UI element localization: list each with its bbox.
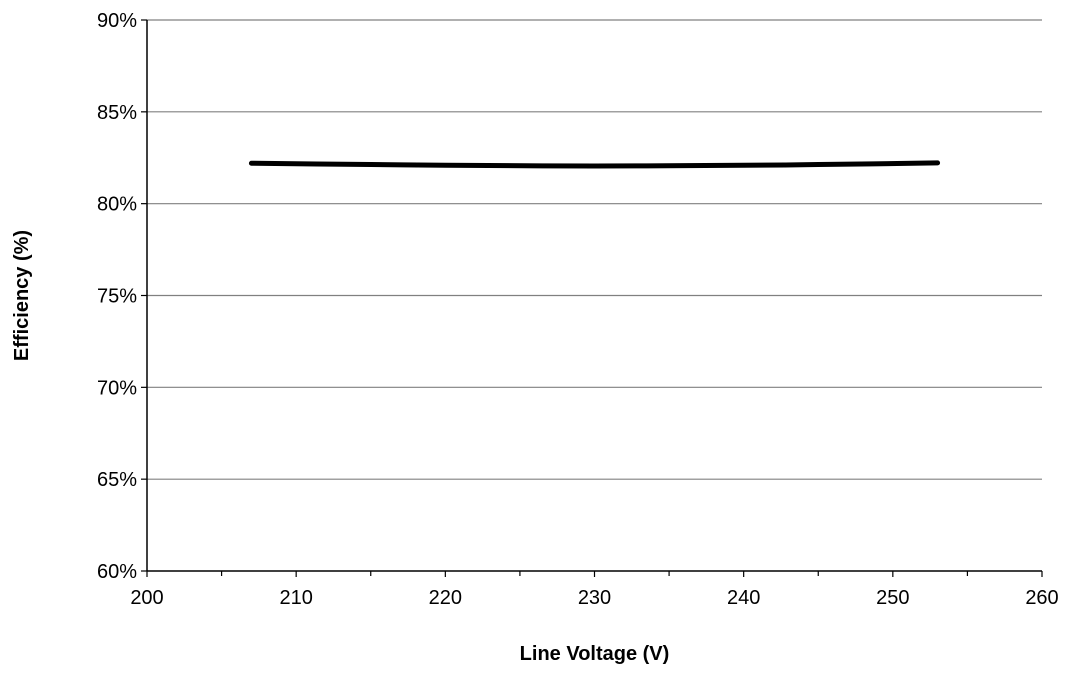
y-tick-label: 90% bbox=[97, 10, 137, 32]
tick-layer: 60% 65% 70% 75% 80% 85% 90% 200 210 220 230 240 250 2… bbox=[97, 10, 1059, 609]
x-tick-label: 250 bbox=[876, 587, 909, 609]
x-tick-label: 200 bbox=[130, 587, 163, 609]
y-tick-label: 60% bbox=[97, 561, 137, 583]
x-tick-label: 220 bbox=[429, 587, 462, 609]
grid-layer bbox=[147, 19, 1042, 480]
series-line-0 bbox=[248, 160, 941, 169]
x-tick-label: 210 bbox=[279, 587, 312, 609]
x-tick-label: 230 bbox=[578, 587, 611, 609]
y-axis-title: Efficiency (%) bbox=[11, 230, 33, 361]
y-tick-label: 80% bbox=[97, 194, 137, 216]
x-axis-title: Line Voltage (V) bbox=[520, 643, 670, 665]
series-layer bbox=[248, 160, 941, 169]
y-tick-label: 65% bbox=[97, 469, 137, 491]
y-tick-label: 75% bbox=[97, 286, 137, 308]
x-tick-label: 260 bbox=[1025, 587, 1058, 609]
y-tick-label: 70% bbox=[97, 377, 137, 399]
y-tick-label: 85% bbox=[97, 102, 137, 124]
x-tick-label: 240 bbox=[727, 587, 760, 609]
